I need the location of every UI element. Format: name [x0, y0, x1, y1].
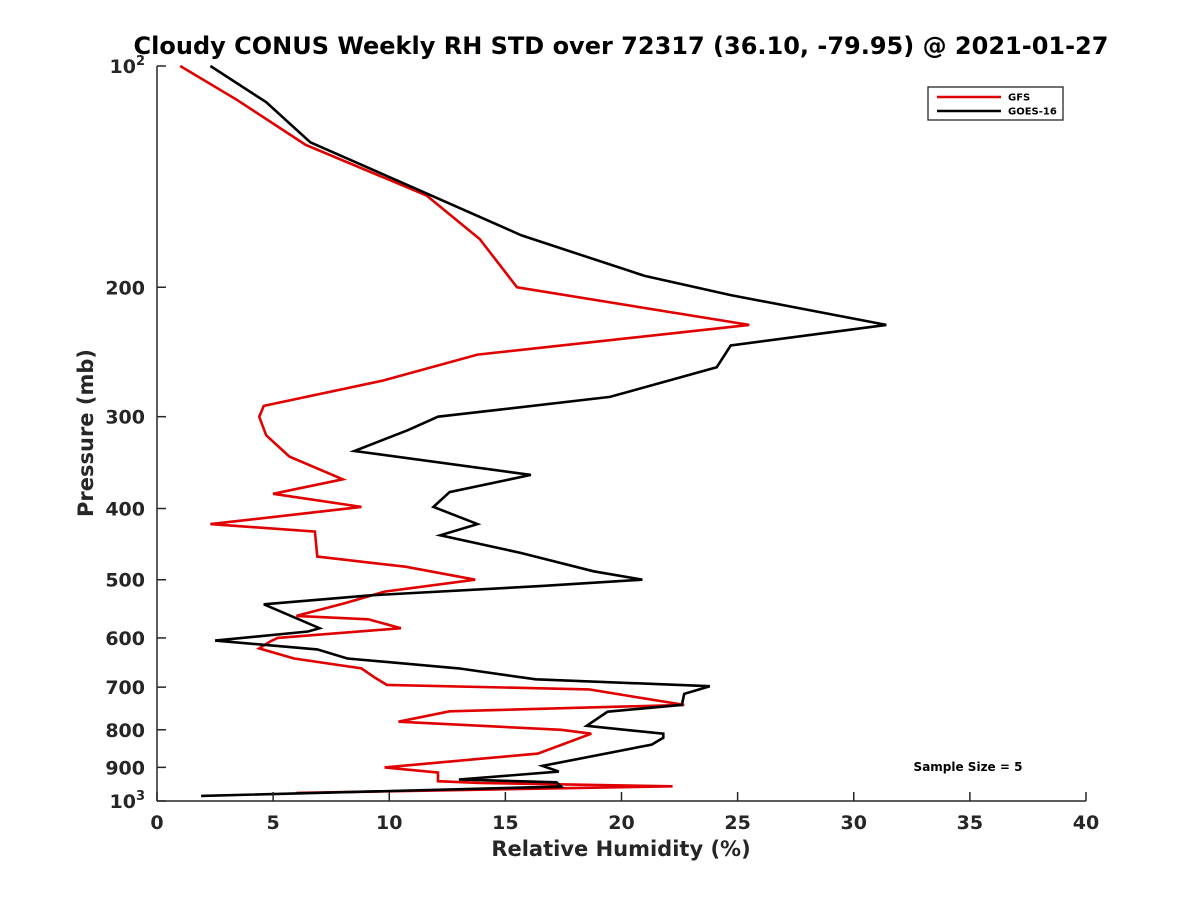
chart-title: Cloudy CONUS Weekly RH STD over 72317 (3…: [134, 32, 1109, 60]
y-tick-label: 400: [105, 499, 145, 521]
x-tick-label: 40: [1073, 812, 1099, 834]
x-axis-label: Relative Humidity (%): [491, 837, 750, 861]
y-tick-label: 102: [110, 54, 146, 78]
y-tick-label: 500: [105, 570, 145, 592]
legend: GFS GOES-16: [927, 86, 1064, 121]
y-tick-label: 900: [105, 757, 145, 779]
sample-size-annotation: Sample Size = 5: [914, 760, 1023, 774]
y-tick-label: 300: [105, 407, 145, 429]
x-tick-label: 35: [957, 812, 983, 834]
y-tick-label: 700: [105, 677, 145, 699]
legend-entry: GOES-16: [1008, 107, 1057, 118]
y-tick-label: 600: [105, 628, 145, 650]
x-tick-label: 5: [267, 812, 280, 834]
y-axis: 102 200 300 400 500 600 700 800 900 103: [105, 54, 166, 813]
y-axis-label: Pressure (mb): [74, 349, 98, 517]
x-tick-label: 20: [608, 812, 634, 834]
legend-entry: GFS: [1008, 93, 1030, 104]
x-tick-label: 30: [841, 812, 867, 834]
y-tick-label: 200: [105, 277, 145, 299]
x-axis: 0 5 10 15 20 25 30 35 40: [150, 792, 1099, 834]
x-tick-label: 10: [376, 812, 402, 834]
y-tick-label: 800: [105, 720, 145, 742]
plot-area: [179, 64, 887, 798]
legend-box: [927, 86, 1064, 121]
x-tick-label: 25: [724, 812, 750, 834]
series-line-gfs: [179, 64, 750, 795]
x-tick-label: 0: [150, 812, 163, 834]
y-tick-label: 103: [110, 789, 146, 813]
series-line-goes-16: [201, 64, 887, 798]
x-tick-label: 15: [492, 812, 518, 834]
